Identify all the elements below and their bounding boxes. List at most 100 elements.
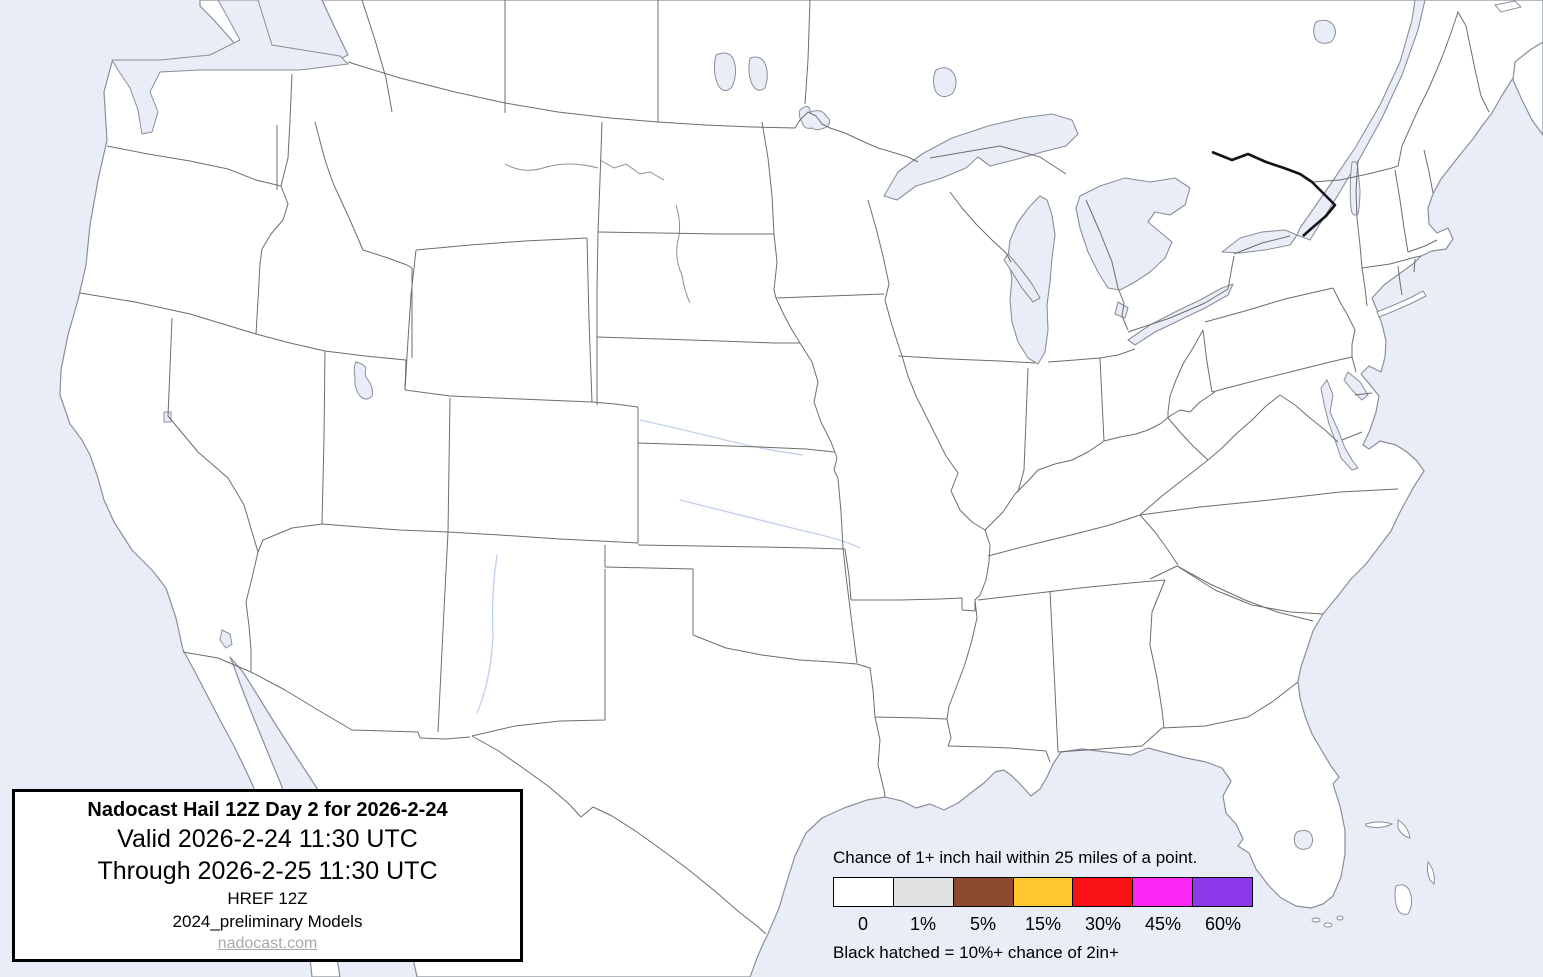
illinois-indiana-border [1017,367,1029,493]
delaware-maryland-border [1354,392,1373,396]
legend-label-5%: 5% [969,914,996,934]
new-york-vermont-border [1355,159,1363,269]
kentucky-virginia-border [1139,459,1209,516]
us-mexico-border [182,651,471,740]
forecast-model: HREF 12Z [227,889,308,908]
green-bay [1003,253,1041,303]
legend-label-45%: 45% [1144,914,1182,934]
lake-tahoe [163,411,172,423]
forecast-title: Nadocast Hail 12Z Day 2 for 2026-2-24 [87,799,448,821]
ohio-pennsylvania-border [1202,329,1213,393]
legend-label-row: 0 1% 5% 15% 30% 45% 60% [833,914,1253,935]
lake-okeechobee [1293,829,1314,850]
salton-sea [219,629,233,649]
maryland-virginia-peninsula-border [1341,431,1363,441]
arkansas-louisiana-border [874,716,948,720]
lake-nipigon [933,67,957,98]
bc-alberta-border [361,0,393,113]
utah-wyoming-border [404,359,407,391]
west-virginia-virginia-border [1207,394,1281,461]
border-lake-ontario-diagonal [1233,235,1291,255]
lake-michigan [1007,195,1056,365]
legend-label-30%: 30% [1084,914,1122,934]
new-hampshire-maine-border [1423,149,1434,194]
lake-huron [1075,177,1191,291]
wyoming-west-border [404,249,417,391]
legend-swatch-60% [1193,878,1253,906]
virginia-north-carolina-border [1139,488,1399,516]
long-island [1376,290,1427,318]
border-lake-erie-diagonal [1127,255,1235,333]
st-lawrence-river [1296,0,1426,241]
rio-grande-border [471,735,767,935]
minnesota-iowa-border [775,293,885,299]
legend-label-0: 0 [857,914,868,934]
lake-manitoba [748,56,768,91]
lake-erie [1127,283,1234,346]
oregon-idaho-border [255,185,289,335]
florida-north-border [1057,681,1299,753]
california-nevada-arizona-border [167,317,259,671]
legend-swatch-row [833,877,1253,907]
vermont-new-hampshire-border [1394,169,1409,253]
reservoir-rivers [504,159,691,304]
lake-st-clair [1114,301,1129,319]
michigan-ohio-indiana-border [1047,348,1136,363]
border-35n-tennessee-south [977,579,1166,601]
prince-edward-island [1494,0,1522,13]
canada-province-borders [361,0,1490,183]
texas-arkansas-louisiana-border [856,663,886,798]
probability-legend: Chance of 1+ inch hail within 25 miles o… [833,848,1263,963]
legend-swatch-30% [1073,878,1134,906]
texas-panhandle-north-border [604,566,694,570]
nebraska-kansas-border [637,442,835,453]
grand-bahama-island [1365,821,1394,829]
eleuthera-island [1426,860,1435,886]
washington-east-border [280,73,293,187]
chesapeake-bay [1320,378,1359,471]
washington-oregon-border [106,145,282,187]
us-canada-border-49n [347,61,919,163]
lake-oahe [675,204,691,304]
border-104w [596,121,603,405]
border-41n [404,389,639,408]
pennsylvania-north-border [1204,287,1334,323]
rivers [476,419,861,714]
florida-keys [1323,922,1333,928]
missouri-river-montana [504,163,599,171]
texas-new-mexico-border [471,569,606,737]
massachusetts-south-border [1361,255,1422,269]
wisconsin-illinois-border [897,355,1036,364]
mason-dixon-border [1211,356,1357,393]
arkansas-river [679,499,861,549]
florida-keys [1336,915,1344,921]
nova-scotia-landmass [1512,41,1543,137]
missouri-river-border [799,342,858,664]
lake-superior [883,113,1079,201]
border-lake-huron-diagonal [1085,199,1129,331]
legend-swatch-1% [893,878,954,906]
georgia-north-carolina-border [1149,565,1178,580]
connecticut-rhode-island-border [1397,265,1403,296]
forecast-models-note: 2024_preliminary Models [172,912,363,931]
indiana-ohio-border [1099,357,1105,442]
michigan-wisconsin-border [949,191,1012,263]
north-carolina-south-carolina-border [1176,565,1314,622]
alabama-georgia-border [1149,579,1166,729]
idaho-montana-border [314,121,413,358]
quebec-45n-border [1311,10,1490,183]
legend-title: Chance of 1+ inch hail within 25 miles o… [833,848,1198,867]
legend-label-15%: 15% [1024,914,1062,934]
forecast-valid-time: Valid 2026-2-24 11:30 UTC [117,825,418,853]
ontario-quebec-border [1211,150,1337,237]
florida-keys [1311,917,1321,923]
tennessee-north-carolina-border [1139,514,1179,566]
forecast-title-box: Nadocast Hail 12Z Day 2 for 2026-2-24 Va… [12,789,523,962]
legend-swatch-15% [1013,878,1074,906]
nadocast-site-link[interactable]: nadocast.com [217,935,318,952]
kentucky-west-virginia-border [1167,417,1209,461]
great-lakes [883,0,1426,365]
kansas-oklahoma-border [637,544,846,550]
